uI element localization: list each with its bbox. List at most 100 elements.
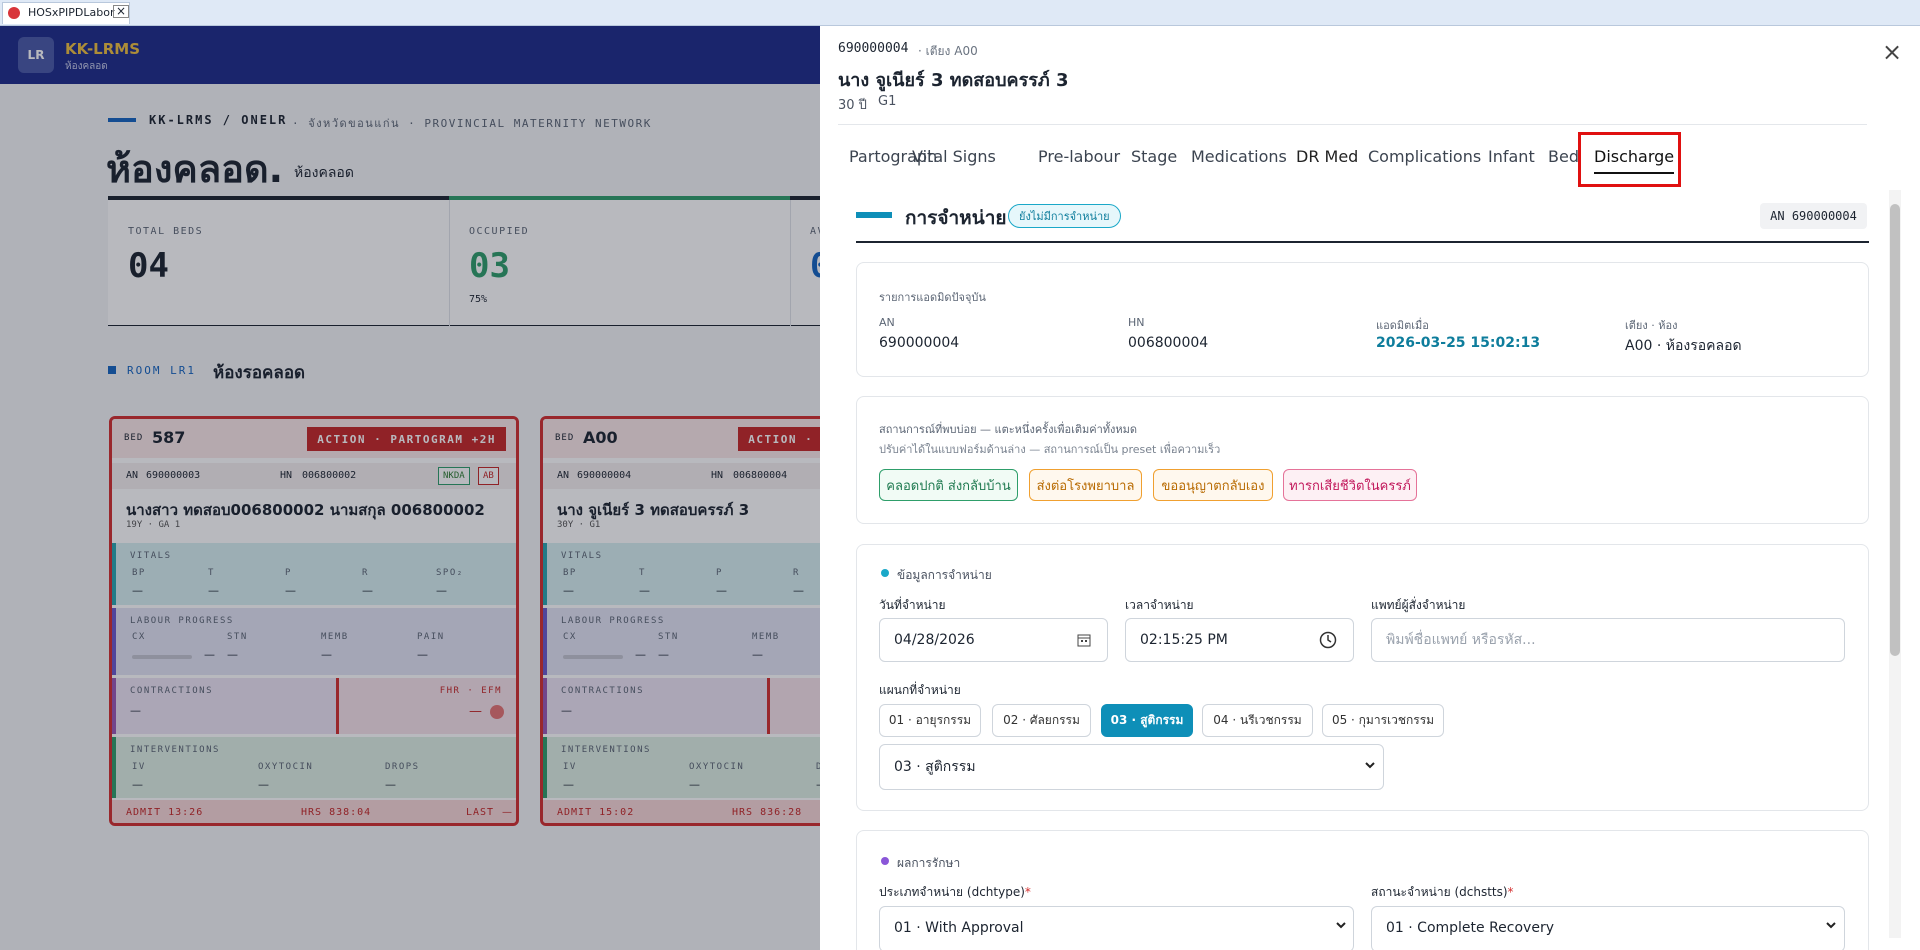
date-value: 04/28/2026	[894, 632, 975, 648]
tab[interactable]: DR Med	[1296, 147, 1359, 166]
vital-value: —	[132, 584, 143, 597]
drawer-gravida: G1	[878, 94, 897, 109]
field-label: แอดมิตเมื่อ	[1376, 319, 1429, 332]
time-label: เวลาจำหน่าย	[1125, 598, 1194, 612]
intervention-value: —	[132, 778, 143, 791]
admission-card	[856, 262, 1869, 377]
tab[interactable]: Pre-labour	[1038, 147, 1121, 166]
patient-name: นาง จูเนียร์ 3 ทดสอบครรภ์ 3	[557, 501, 750, 519]
section-bg	[112, 543, 516, 605]
drawer-close[interactable]: ×	[1882, 38, 1903, 66]
vital-field: T	[639, 568, 646, 578]
tab[interactable]: Stage	[1131, 147, 1178, 166]
dept-select[interactable]: 03 · สูติกรรม	[879, 744, 1384, 790]
time-value: 02:15:25 PM	[1140, 632, 1228, 648]
breadcrumb-note: · จังหวัดขอนแก่น · PROVINCIAL MATERNITY …	[292, 117, 652, 130]
dept-button[interactable]: 02 · ศัลยกรรม	[992, 704, 1091, 737]
contractions-label: CONTRACTIONS	[561, 686, 645, 696]
labour-field: MEMB	[321, 632, 349, 642]
vitals-label: VITALS	[561, 551, 603, 561]
status-label: สถานะจำหน่าย (dchstts)*	[1371, 883, 1514, 902]
browser-bar	[0, 0, 1920, 26]
highlight-box	[1578, 132, 1681, 187]
preset-button[interactable]: ขออนุญาตกลับเอง	[1153, 469, 1273, 501]
browser-tab[interactable]	[2, 2, 130, 24]
admit-time: ADMIT 15:02	[557, 807, 635, 818]
labour-value: —	[658, 648, 669, 661]
bed-label: BED	[124, 433, 144, 443]
labour-field: CX	[563, 632, 577, 642]
allergy-tag: AB	[478, 467, 499, 485]
app-name: KK-LRMS	[65, 40, 141, 58]
room-marker	[108, 366, 116, 374]
admit-time: ADMIT 13:26	[126, 807, 204, 818]
doctor-input[interactable]: พิมพ์ชื่อแพทย์ หรือรหัส...	[1371, 618, 1845, 662]
bed-number: A00	[583, 428, 618, 447]
patient-name: นางสาว ทดสอบ006800002 นามสกุล 006800002	[126, 501, 485, 519]
presets-card	[856, 396, 1869, 524]
labour-value: —	[635, 648, 646, 661]
tab[interactable]: Medications	[1191, 147, 1287, 166]
tab-close[interactable]: ×	[113, 5, 130, 18]
tab[interactable]: Bed	[1548, 147, 1579, 166]
type-label-text: ประเภทจำหน่าย (dchtype)	[879, 885, 1025, 899]
result-heading: ผลการรักษา	[897, 856, 961, 870]
tab[interactable]: Discharge	[1594, 147, 1675, 174]
required-mark: *	[1507, 885, 1514, 899]
labour-label: LABOUR PROGRESS	[561, 616, 665, 626]
labour-field: MEMB	[752, 632, 780, 642]
type-select[interactable]: 01 · With Approval	[879, 906, 1354, 950]
vital-field: BP	[563, 568, 577, 578]
bed-card[interactable]: BED 587 ACTION · PARTOGRAM +2H AN 690000003 H…	[109, 416, 519, 826]
dept-button[interactable]: 05 · กุมารเวชกรรม	[1322, 704, 1444, 737]
intervention-value: —	[385, 778, 396, 791]
stat-value: 04	[128, 246, 169, 286]
tab-icon	[8, 7, 20, 19]
tab[interactable]: Partograph	[849, 147, 938, 166]
action-badge: ACTION · PARTOGRAM +2H	[307, 427, 506, 451]
intervention-field: DROPS	[385, 762, 420, 772]
tab[interactable]: Vital Signs	[912, 147, 996, 166]
dept-button[interactable]: 01 · อายุรกรรม	[879, 704, 981, 737]
presets-heading: สถานการณ์ที่พบบ่อย — แตะหนึ่งครั้งเพื่อเ…	[879, 423, 1138, 436]
date-input[interactable]: 04/28/2026	[879, 618, 1108, 662]
status-select[interactable]: 01 · Complete Recovery	[1371, 906, 1845, 950]
field-label: AN	[879, 316, 895, 329]
info-heading: ข้อมูลการจำหน่าย	[897, 568, 992, 582]
drawer-an: 690000004	[838, 41, 909, 56]
contractions-label: CONTRACTIONS	[130, 686, 214, 696]
vital-value: —	[563, 584, 574, 597]
hours: HRS 838:04	[301, 807, 372, 818]
app-subtitle: ห้องคลอด	[65, 61, 108, 72]
vital-field: P	[716, 568, 723, 578]
tab[interactable]: Complications	[1368, 147, 1482, 166]
dept-button[interactable]: 03 · สูติกรรม	[1101, 704, 1193, 737]
type-label: ประเภทจำหน่าย (dchtype)*	[879, 883, 1031, 902]
chevron	[1826, 922, 1836, 929]
stat-label: AV	[810, 226, 826, 237]
contractions-value: —	[561, 704, 572, 717]
tab-title: HOSxPIPDLabor	[28, 6, 115, 19]
fhr-label: FHR · EFM	[439, 686, 502, 696]
labour-field: CX	[132, 632, 146, 642]
vital-value: —	[793, 584, 804, 597]
preset-button[interactable]: ส่งต่อโรงพยาบาล	[1029, 469, 1142, 501]
field-value: 2026-03-25 15:02:13	[1376, 335, 1541, 351]
fhr-bg	[336, 678, 516, 734]
breadcrumb-bar	[108, 118, 136, 122]
contractions-value: —	[130, 704, 141, 717]
preset-button[interactable]: ทารกเสียชีวิตในครรภ์	[1283, 469, 1417, 501]
status-label-text: สถานะจำหน่าย (dchstts)	[1371, 885, 1508, 899]
time-input[interactable]: 02:15:25 PM	[1125, 618, 1354, 662]
tab[interactable]: Infant	[1488, 147, 1535, 166]
preset-button[interactable]: คลอดปกติ ส่งกลับบ้าน	[879, 469, 1018, 501]
scrollbar-thumb[interactable]	[1890, 204, 1900, 656]
dept-button[interactable]: 04 · นรีเวชกรรม	[1202, 704, 1313, 737]
intervention-value: —	[563, 778, 574, 791]
breadcrumb: KK-LRMS / ONELR	[149, 113, 288, 127]
labour-value: —	[417, 648, 428, 661]
room-code: ROOM LR1	[127, 364, 196, 377]
dept-selected: 03 · สูติกรรม	[894, 759, 976, 775]
an-value: 690000003	[146, 470, 201, 481]
